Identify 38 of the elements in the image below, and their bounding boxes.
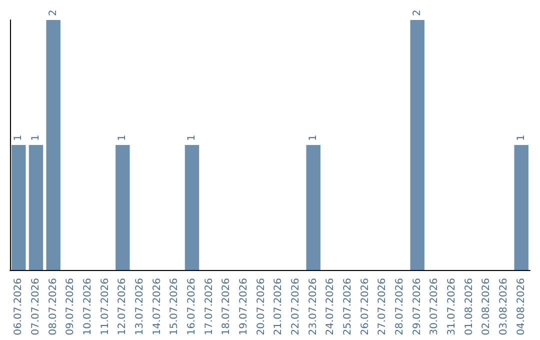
- x-tick-label: 27.07.2026: [377, 278, 388, 336]
- x-tick-label: 23.07.2026: [308, 278, 319, 336]
- data-label: 2: [48, 10, 59, 16]
- x-tick-label: 25.07.2026: [342, 278, 354, 336]
- data-label: 1: [186, 134, 198, 141]
- x-tick-label: 19.07.2026: [238, 278, 250, 336]
- x-tick-label: 29.07.2026: [412, 278, 423, 336]
- data-label: 1: [117, 134, 128, 141]
- x-tick-label: 10.07.2026: [82, 278, 94, 336]
- data-label: 1: [30, 134, 42, 141]
- x-tick-label: 03.08.2026: [498, 278, 510, 336]
- x-tick-label: 22.07.2026: [290, 278, 302, 336]
- x-tick-label: 14.07.2026: [152, 278, 163, 336]
- x-tick-label: 09.07.2026: [65, 278, 76, 336]
- x-tick-label: 26.07.2026: [360, 278, 371, 336]
- x-tick-label: 07.07.2026: [30, 278, 42, 336]
- x-tick-label: 15.07.2026: [169, 278, 180, 336]
- data-label: 1: [516, 134, 527, 141]
- x-tick-label: 02.08.2026: [481, 278, 492, 336]
- x-tick-label: 16.07.2026: [186, 278, 198, 336]
- data-label: 1: [308, 134, 319, 141]
- x-tick-label: 11.07.2026: [100, 278, 111, 336]
- x-tick-label: 21.07.2026: [273, 278, 284, 336]
- x-tick-label: 04.08.2026: [516, 278, 527, 336]
- x-tick-label: 31.07.2026: [446, 278, 458, 336]
- x-tick-label: 12.07.2026: [117, 278, 128, 336]
- x-tick-label: 28.07.2026: [394, 278, 406, 336]
- x-tick-label: 08.07.2026: [48, 278, 59, 336]
- x-tick-label: 18.07.2026: [221, 278, 232, 336]
- x-tick-label: 06.07.2026: [13, 278, 24, 336]
- data-label: 1: [13, 134, 24, 141]
- x-tick-label: 24.07.2026: [325, 278, 336, 336]
- data-label: 2: [412, 10, 423, 16]
- x-tick-label: 30.07.2026: [429, 278, 440, 336]
- x-tick-label: 13.07.2026: [134, 278, 146, 336]
- x-tick-label: 17.07.2026: [204, 278, 215, 336]
- x-tick-label: 01.08.2026: [464, 278, 475, 336]
- x-tick-label: 20.07.2026: [256, 278, 267, 336]
